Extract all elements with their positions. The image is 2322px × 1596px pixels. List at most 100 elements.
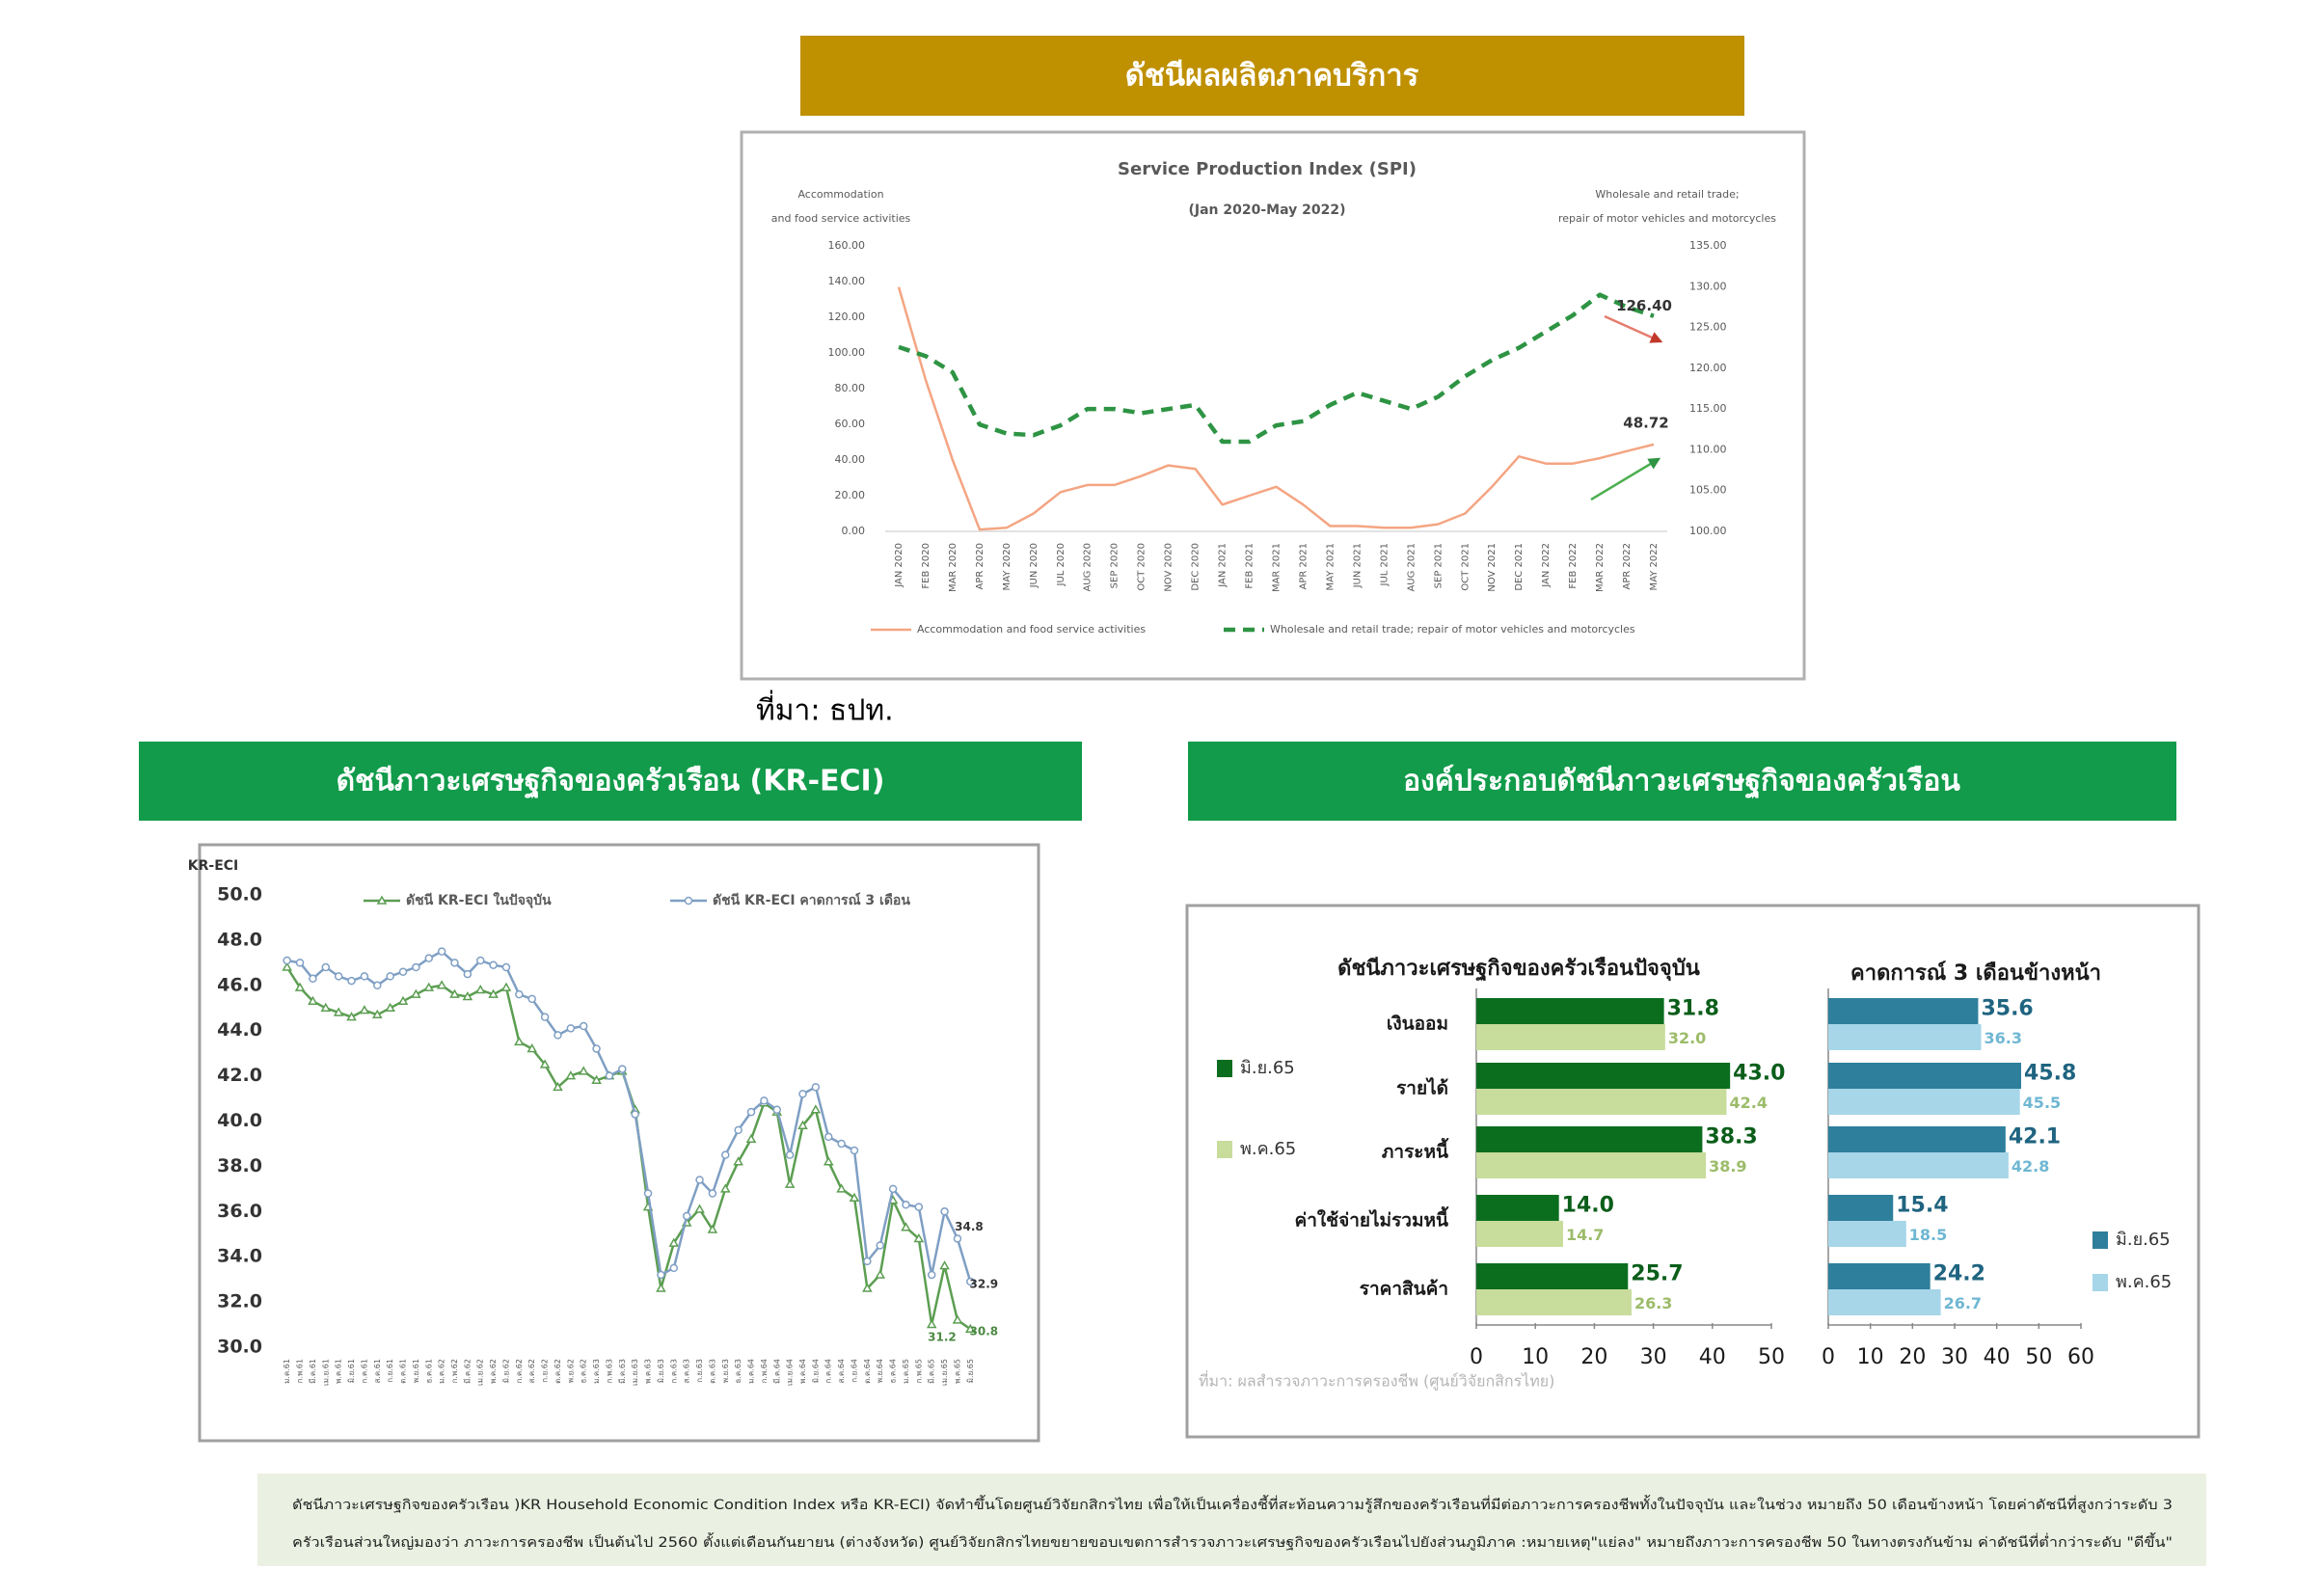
x-tick-label: มี.ค.65 — [928, 1359, 936, 1384]
x-tick-label: ต.ค.63 — [708, 1359, 716, 1384]
y-tick-label: 120.00 — [828, 311, 866, 323]
data-label: 43.0 — [1733, 1062, 1785, 1086]
point-marker — [876, 1241, 884, 1250]
point-marker — [566, 1024, 576, 1033]
x-tick-label: ม.ค.61 — [283, 1359, 291, 1384]
point-marker — [475, 956, 485, 965]
y-tick-label: 160.00 — [828, 239, 866, 252]
bar — [1476, 1152, 1707, 1178]
data-label: 31.8 — [1667, 997, 1719, 1021]
x-tick-label: 40 — [1699, 1345, 1726, 1369]
x-tick-label: APR 2020 — [975, 543, 986, 589]
x-tick-label: มี.ค.64 — [772, 1359, 781, 1384]
y-tick-label: 50.0 — [217, 884, 262, 906]
point-marker — [359, 1005, 370, 1014]
data-label: 34.8 — [955, 1220, 984, 1233]
x-tick-label: OCT 2020 — [1137, 543, 1148, 591]
point-marker — [283, 956, 291, 965]
x-tick-label: 30 — [1941, 1345, 1968, 1369]
x-tick-label: ส.ค.63 — [683, 1359, 691, 1384]
point-marker — [797, 1120, 808, 1129]
x-tick-label: AUG 2020 — [1083, 543, 1094, 592]
legend-label: ดัชนี KR-ECI ในปัจจุบัน — [406, 891, 552, 908]
point-marker — [423, 982, 435, 991]
point-marker — [295, 959, 305, 967]
point-marker — [371, 1009, 383, 1019]
x-tick-label: MAR 2020 — [948, 543, 958, 592]
x-tick-label: ก.ค.61 — [360, 1359, 368, 1383]
legend-label: ดัชนี KR-ECI คาดการณ์ 3 เดือน — [713, 892, 910, 908]
y2-tick-label: 125.00 — [1689, 321, 1727, 334]
x-tick-label: มี.ค.63 — [618, 1359, 627, 1384]
data-label: 18.5 — [1909, 1226, 1947, 1244]
y-tick-label: 140.00 — [828, 275, 866, 287]
x-tick-label: ธ.ค.64 — [889, 1359, 898, 1384]
point-marker — [631, 1110, 639, 1119]
footer-box — [257, 1474, 2206, 1566]
x-tick-label: 20 — [1580, 1345, 1607, 1369]
x-tick-label: JUL 2020 — [1056, 543, 1066, 586]
x-tick-label: ธ.ค.63 — [734, 1359, 742, 1384]
x-tick-label: 30 — [1640, 1345, 1667, 1369]
point-marker — [282, 961, 292, 971]
series-line — [898, 292, 1655, 445]
point-marker — [888, 1184, 898, 1194]
point-marker — [656, 1283, 666, 1292]
x-tick-label: JAN 2021 — [1218, 543, 1228, 588]
data-label: 26.7 — [1944, 1294, 1982, 1312]
point-marker — [450, 959, 459, 967]
x-tick-label: ต.ค.64 — [863, 1359, 872, 1384]
point-marker — [579, 1021, 588, 1031]
x-tick-label: มี.ค.62 — [463, 1359, 472, 1384]
point-marker — [952, 1314, 963, 1324]
y-tick-label: 42.0 — [217, 1065, 262, 1086]
spi-frame — [740, 130, 1806, 681]
data-label: 35.6 — [1981, 997, 2033, 1021]
x-tick-label: เม.ย.62 — [476, 1359, 485, 1386]
point-marker — [320, 1002, 332, 1012]
x-tick-label: ก.พ.65 — [914, 1359, 923, 1383]
point-marker — [745, 1133, 757, 1144]
point-marker — [902, 1201, 910, 1209]
y-axis-label: KR-ECI — [188, 858, 239, 874]
bar — [1476, 998, 1664, 1024]
point-marker — [488, 988, 499, 998]
x-tick-label: เม.ย.61 — [321, 1359, 330, 1386]
data-label: 31.2 — [928, 1330, 957, 1343]
trend-arrow — [1604, 314, 1663, 343]
x-tick-label: พ.ค.64 — [798, 1359, 807, 1384]
point-marker — [939, 1260, 950, 1270]
x-tick-label: FEB 2022 — [1568, 543, 1579, 589]
x-tick-label: ส.ค.62 — [527, 1359, 536, 1384]
data-label: 26.3 — [1634, 1294, 1672, 1312]
point-marker — [397, 995, 409, 1005]
bar — [1828, 998, 1979, 1024]
bar — [1476, 1126, 1703, 1152]
y-axis-label: Accommodation — [797, 188, 883, 201]
x-tick-label: พ.ย.64 — [876, 1359, 884, 1383]
legend-label: Accommodation and food service activitie… — [917, 623, 1146, 636]
data-label: 48.72 — [1623, 414, 1668, 431]
x-tick-label: 50 — [2025, 1345, 2052, 1369]
point-marker — [463, 969, 472, 979]
point-marker — [694, 1204, 705, 1213]
point-marker — [591, 1074, 602, 1085]
point-marker — [398, 967, 408, 976]
x-tick-label: MAY 2020 — [1002, 543, 1012, 590]
chart-title: ดัชนีภาวะเศรษฐกิจของครัวเรือนปัจจุบัน — [1337, 957, 1700, 982]
point-marker — [708, 1189, 717, 1198]
bar — [1476, 1024, 1665, 1050]
x-tick-label: ม.ค.63 — [592, 1359, 601, 1384]
x-tick-label: 20 — [1899, 1345, 1926, 1369]
y-tick-label: 38.0 — [217, 1155, 262, 1177]
point-marker — [965, 1323, 976, 1333]
x-tick-label: พ.ค.63 — [644, 1359, 653, 1384]
header-banner — [800, 36, 1744, 116]
point-marker — [772, 1105, 782, 1115]
point-marker — [798, 1090, 807, 1098]
y2-tick-label: 100.00 — [1689, 525, 1727, 537]
data-label: 24.2 — [1933, 1262, 1985, 1286]
point-marker — [386, 972, 394, 981]
point-marker — [515, 989, 524, 999]
x-tick-label: SEP 2021 — [1433, 543, 1444, 588]
